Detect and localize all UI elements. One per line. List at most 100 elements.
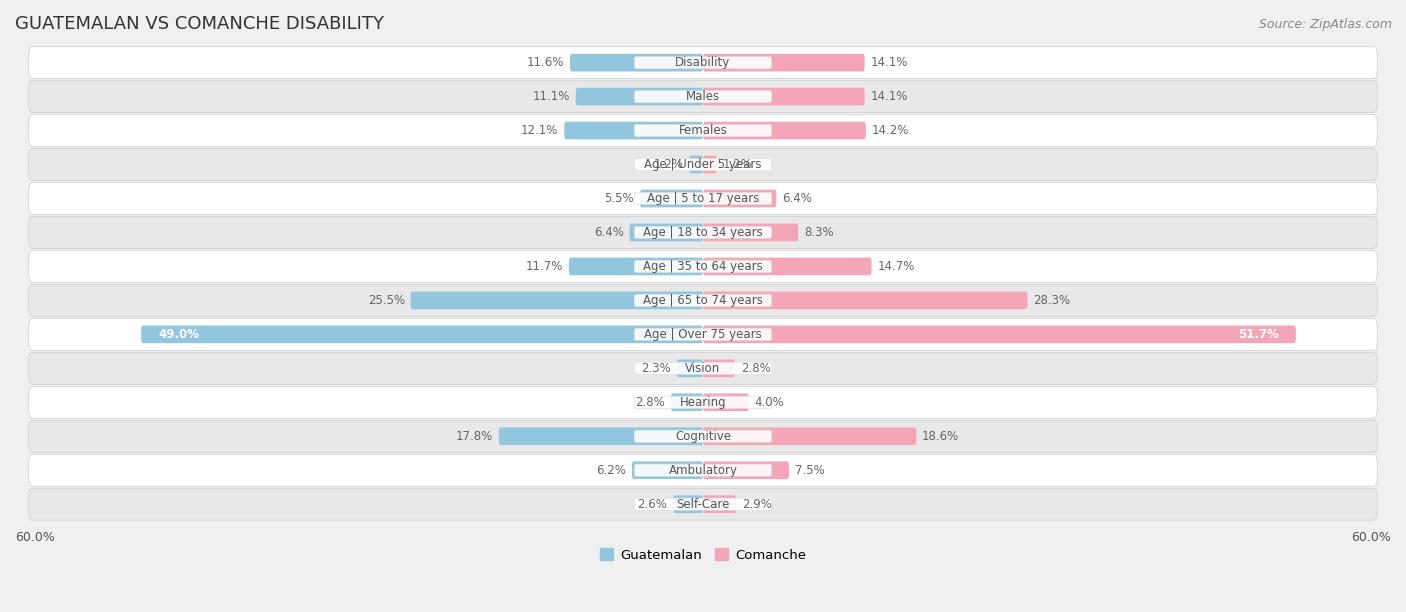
FancyBboxPatch shape: [703, 122, 866, 140]
FancyBboxPatch shape: [634, 192, 772, 204]
FancyBboxPatch shape: [569, 258, 703, 275]
FancyBboxPatch shape: [28, 182, 1378, 214]
FancyBboxPatch shape: [630, 223, 703, 241]
FancyBboxPatch shape: [640, 190, 703, 207]
FancyBboxPatch shape: [634, 430, 772, 442]
Text: 11.6%: 11.6%: [527, 56, 564, 69]
Text: 2.8%: 2.8%: [741, 362, 770, 375]
Text: 6.4%: 6.4%: [593, 226, 624, 239]
FancyBboxPatch shape: [28, 318, 1378, 350]
Text: 2.3%: 2.3%: [641, 362, 671, 375]
Text: 11.7%: 11.7%: [526, 260, 564, 273]
Text: 60.0%: 60.0%: [15, 531, 55, 544]
FancyBboxPatch shape: [703, 258, 872, 275]
FancyBboxPatch shape: [671, 394, 703, 411]
Text: 14.1%: 14.1%: [870, 56, 908, 69]
FancyBboxPatch shape: [703, 326, 1296, 343]
FancyBboxPatch shape: [28, 420, 1378, 452]
FancyBboxPatch shape: [689, 155, 703, 173]
Text: Age | 5 to 17 years: Age | 5 to 17 years: [647, 192, 759, 205]
FancyBboxPatch shape: [703, 394, 749, 411]
Text: Age | 35 to 64 years: Age | 35 to 64 years: [643, 260, 763, 273]
Text: 12.1%: 12.1%: [522, 124, 558, 137]
Text: 5.5%: 5.5%: [605, 192, 634, 205]
Text: Females: Females: [679, 124, 727, 137]
Legend: Guatemalan, Comanche: Guatemalan, Comanche: [595, 543, 811, 567]
Text: Hearing: Hearing: [679, 396, 727, 409]
FancyBboxPatch shape: [634, 362, 772, 375]
FancyBboxPatch shape: [28, 285, 1378, 316]
FancyBboxPatch shape: [28, 353, 1378, 384]
FancyBboxPatch shape: [634, 294, 772, 307]
FancyBboxPatch shape: [28, 114, 1378, 146]
Text: 14.2%: 14.2%: [872, 124, 908, 137]
Text: 14.7%: 14.7%: [877, 260, 915, 273]
Text: Age | Under 5 years: Age | Under 5 years: [644, 158, 762, 171]
FancyBboxPatch shape: [676, 359, 703, 377]
FancyBboxPatch shape: [703, 190, 776, 207]
Text: 2.9%: 2.9%: [742, 498, 772, 510]
FancyBboxPatch shape: [631, 461, 703, 479]
Text: Age | 65 to 74 years: Age | 65 to 74 years: [643, 294, 763, 307]
FancyBboxPatch shape: [703, 88, 865, 105]
FancyBboxPatch shape: [634, 498, 772, 510]
FancyBboxPatch shape: [499, 427, 703, 445]
FancyBboxPatch shape: [28, 81, 1378, 113]
Text: Vision: Vision: [685, 362, 721, 375]
Text: 25.5%: 25.5%: [368, 294, 405, 307]
Text: Self-Care: Self-Care: [676, 498, 730, 510]
FancyBboxPatch shape: [703, 495, 737, 513]
Text: Ambulatory: Ambulatory: [668, 464, 738, 477]
Text: Source: ZipAtlas.com: Source: ZipAtlas.com: [1258, 18, 1392, 31]
FancyBboxPatch shape: [673, 495, 703, 513]
FancyBboxPatch shape: [569, 54, 703, 72]
FancyBboxPatch shape: [703, 461, 789, 479]
FancyBboxPatch shape: [28, 149, 1378, 181]
FancyBboxPatch shape: [28, 454, 1378, 486]
Text: 14.1%: 14.1%: [870, 90, 908, 103]
Text: Age | 18 to 34 years: Age | 18 to 34 years: [643, 226, 763, 239]
FancyBboxPatch shape: [703, 427, 917, 445]
FancyBboxPatch shape: [564, 122, 703, 140]
Text: 49.0%: 49.0%: [159, 328, 200, 341]
Text: 11.1%: 11.1%: [533, 90, 569, 103]
FancyBboxPatch shape: [28, 386, 1378, 418]
Text: 6.4%: 6.4%: [782, 192, 813, 205]
FancyBboxPatch shape: [28, 217, 1378, 248]
Text: 4.0%: 4.0%: [755, 396, 785, 409]
Text: Cognitive: Cognitive: [675, 430, 731, 442]
Text: 60.0%: 60.0%: [1351, 531, 1391, 544]
Text: 7.5%: 7.5%: [794, 464, 824, 477]
Text: Disability: Disability: [675, 56, 731, 69]
FancyBboxPatch shape: [28, 250, 1378, 282]
FancyBboxPatch shape: [411, 291, 703, 309]
FancyBboxPatch shape: [703, 155, 717, 173]
Text: 2.6%: 2.6%: [637, 498, 668, 510]
FancyBboxPatch shape: [703, 54, 865, 72]
Text: Males: Males: [686, 90, 720, 103]
FancyBboxPatch shape: [634, 464, 772, 476]
FancyBboxPatch shape: [575, 88, 703, 105]
Text: 8.3%: 8.3%: [804, 226, 834, 239]
FancyBboxPatch shape: [703, 291, 1028, 309]
FancyBboxPatch shape: [634, 226, 772, 239]
FancyBboxPatch shape: [634, 159, 772, 171]
FancyBboxPatch shape: [634, 260, 772, 272]
Text: 6.2%: 6.2%: [596, 464, 626, 477]
FancyBboxPatch shape: [703, 223, 799, 241]
Text: 1.2%: 1.2%: [654, 158, 683, 171]
Text: 2.8%: 2.8%: [636, 396, 665, 409]
FancyBboxPatch shape: [634, 396, 772, 408]
FancyBboxPatch shape: [634, 56, 772, 69]
Text: 17.8%: 17.8%: [456, 430, 494, 442]
Text: 51.7%: 51.7%: [1237, 328, 1278, 341]
FancyBboxPatch shape: [141, 326, 703, 343]
Text: Age | Over 75 years: Age | Over 75 years: [644, 328, 762, 341]
Text: 1.2%: 1.2%: [723, 158, 752, 171]
FancyBboxPatch shape: [28, 47, 1378, 78]
Text: 28.3%: 28.3%: [1033, 294, 1070, 307]
FancyBboxPatch shape: [634, 91, 772, 103]
FancyBboxPatch shape: [634, 124, 772, 136]
FancyBboxPatch shape: [703, 359, 735, 377]
Text: 18.6%: 18.6%: [922, 430, 959, 442]
